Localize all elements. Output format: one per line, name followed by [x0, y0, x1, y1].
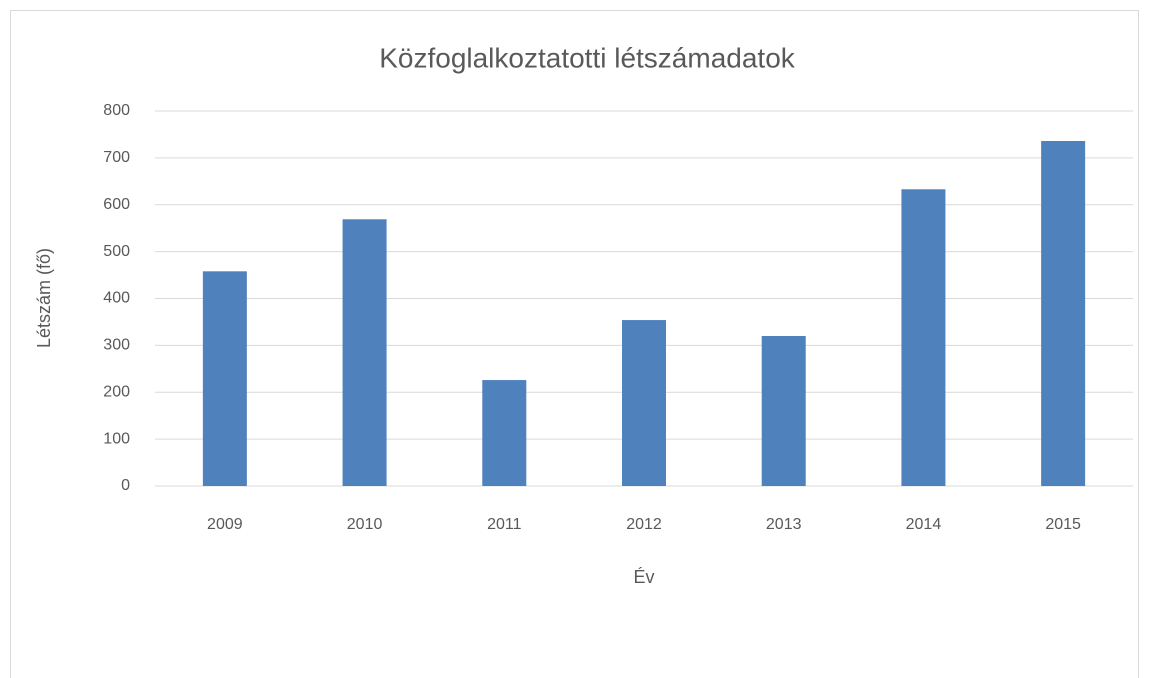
- x-tick-label: 2010: [347, 516, 383, 533]
- y-tick-label: 700: [103, 149, 130, 166]
- y-tick-label: 400: [103, 290, 130, 307]
- y-tick-label: 300: [103, 337, 130, 354]
- y-tick-label: 500: [103, 243, 130, 260]
- y-axis-title: Létszám (fő): [34, 248, 54, 348]
- y-tick-label: 100: [103, 430, 130, 447]
- bar: [901, 189, 946, 486]
- chart-title: Közfoglalkoztatotti létszámadatok: [379, 42, 796, 73]
- x-tick-label: 2015: [1045, 516, 1081, 533]
- bar: [342, 219, 387, 486]
- bar: [482, 380, 527, 486]
- y-tick-label: 200: [103, 383, 130, 400]
- y-tick-label: 800: [103, 102, 130, 119]
- y-tick-label: 600: [103, 196, 130, 213]
- bar: [622, 320, 666, 486]
- bar: [761, 336, 806, 486]
- x-tick-label: 2011: [487, 516, 522, 533]
- x-axis-title: Év: [633, 567, 654, 587]
- chart-border: [10, 10, 1139, 678]
- bar: [202, 271, 247, 486]
- bar: [1041, 141, 1086, 486]
- x-tick-label: 2012: [626, 516, 662, 533]
- x-tick-label: 2009: [207, 516, 243, 533]
- y-tick-label: 0: [121, 477, 130, 494]
- x-tick-label: 2013: [766, 516, 802, 533]
- x-tick-label: 2014: [906, 516, 942, 533]
